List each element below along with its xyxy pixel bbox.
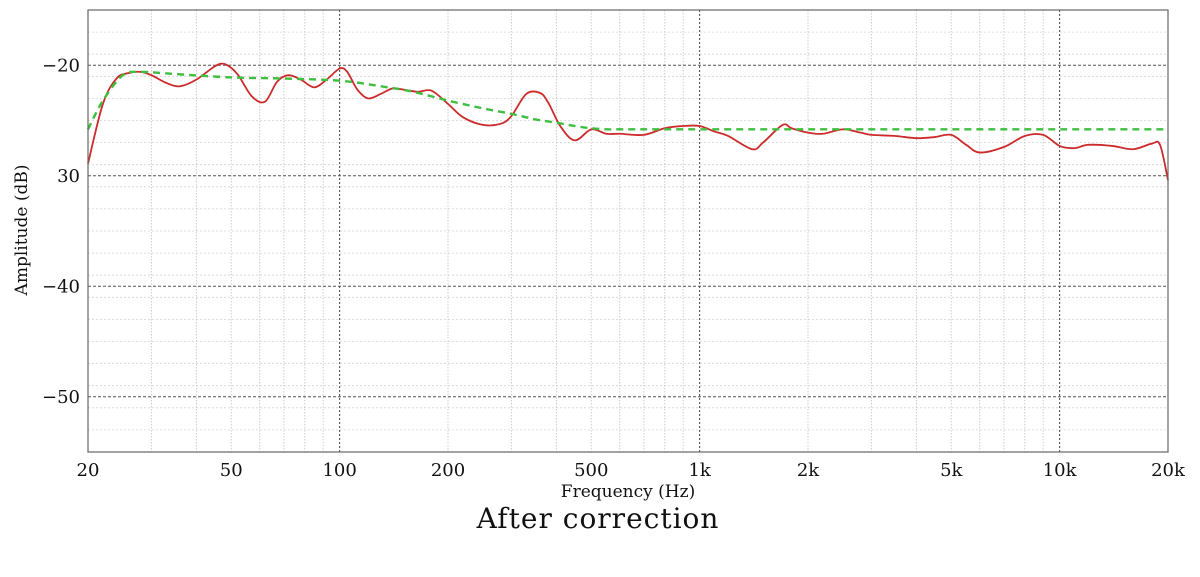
x-tick-label: 20k: [1151, 460, 1186, 481]
x-tick-label: 100: [322, 460, 356, 481]
x-tick-label: 2k: [797, 460, 820, 481]
minor-grid: [87, 9, 1169, 453]
y-tick-label: −50: [42, 387, 80, 408]
major-grid: [88, 10, 1168, 452]
x-tick-label: 5k: [940, 460, 963, 481]
x-tick-label: 500: [574, 460, 608, 481]
x-tick-labels: 20 50 100 200 500 1k 2k 5k 10k 20k: [77, 460, 1186, 481]
x-tick-label: 20: [77, 460, 100, 481]
x-tick-label: 10k: [1043, 460, 1078, 481]
y-tick-label: −40: [42, 276, 80, 297]
y-tick-label: 30: [57, 166, 80, 187]
x-tick-label: 1k: [688, 460, 711, 481]
x-tick-label: 200: [431, 460, 465, 481]
y-tick-label: −20: [42, 55, 80, 76]
plot-frame: [87, 9, 1169, 453]
target-curve-line: [86, 70, 1168, 131]
x-axis-title: Frequency (Hz): [561, 482, 695, 502]
measured-response-line: [87, 62, 1169, 181]
y-tick-labels: −20 30 −40 −50: [42, 55, 80, 408]
x-tick-label: 50: [220, 460, 243, 481]
y-axis-title: Amplitude (dB): [12, 165, 32, 297]
chart-title: After correction: [476, 502, 720, 535]
series-layer: [86, 62, 1169, 181]
